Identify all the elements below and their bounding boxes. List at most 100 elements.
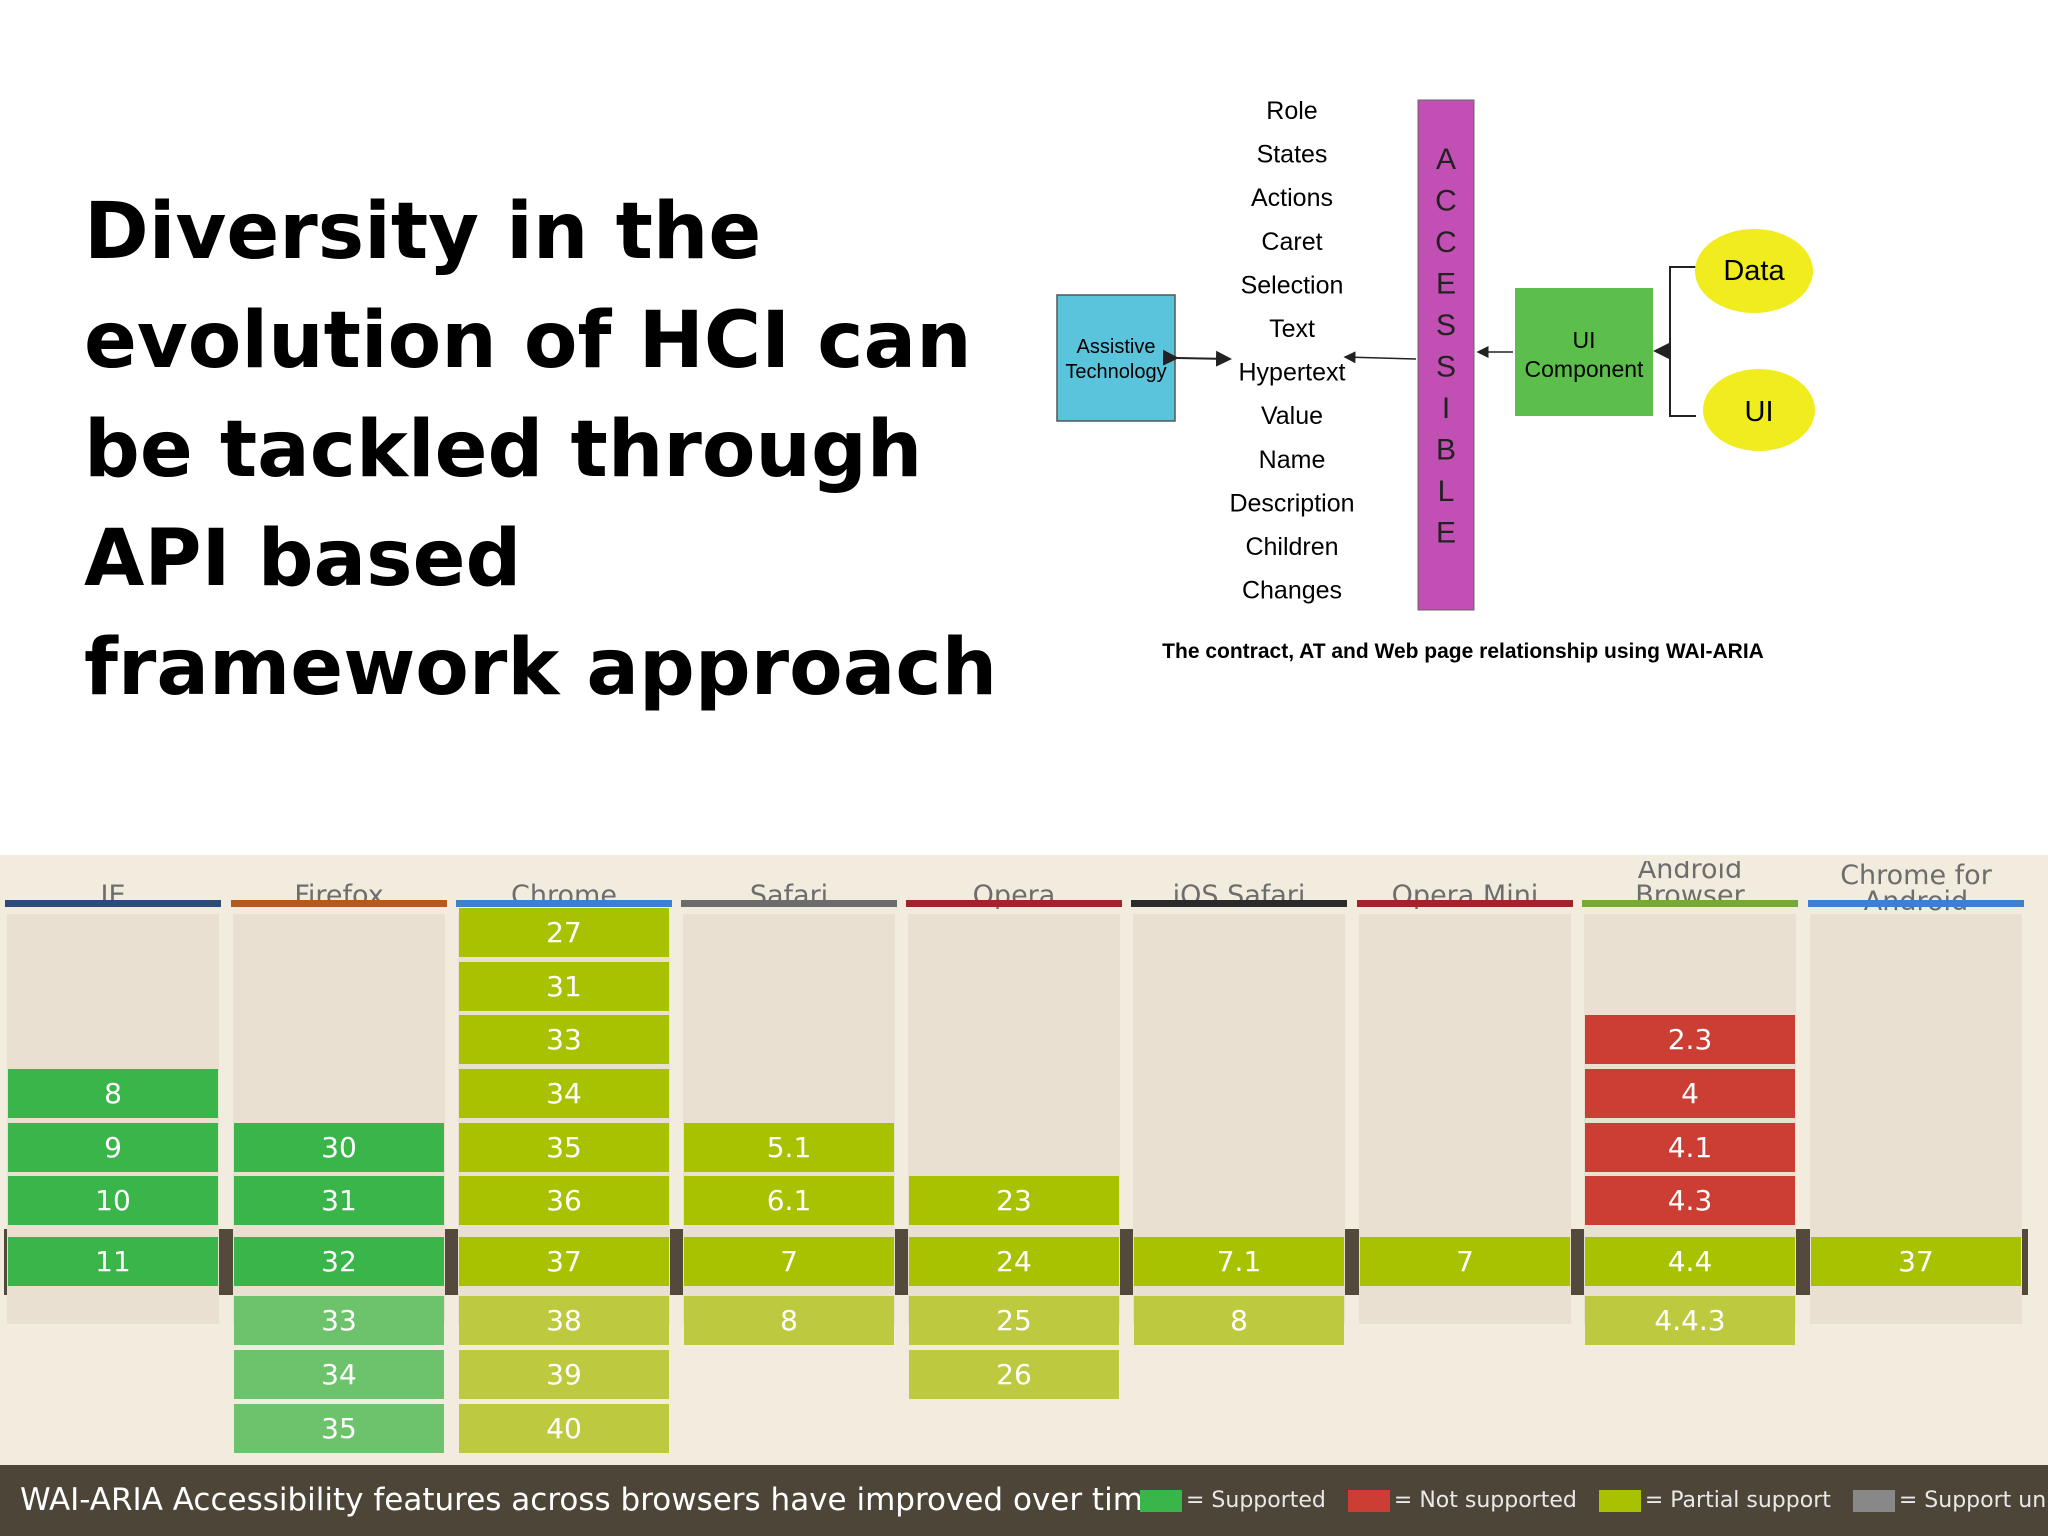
contract-items: Role States Actions Caret Selection Text Hyper… [1229,97,1354,605]
ui-component-label-line2: Component [1525,356,1645,382]
column-accent-bar [456,900,672,907]
version-cell: 33 [234,1296,444,1345]
data-ui-bracket [1669,266,1696,417]
version-cell: 4.3 [1585,1176,1795,1225]
accessible-bar [1417,99,1475,611]
current-version-cell: 7.1 [1134,1237,1344,1286]
accessible-letter: B [1436,434,1456,467]
column-accent-bar [5,900,221,907]
version-cell: 4 [1585,1069,1795,1118]
support-legend: = Supported = Not supported = Partial supp… [1140,1465,2048,1536]
version-cell: 23 [909,1176,1119,1225]
current-version-cell: 32 [234,1237,444,1286]
contract-item-hypertext: Hypertext [1239,359,1346,387]
version-cell: 31 [459,962,669,1011]
version-cell: 34 [234,1350,444,1399]
version-cell: 39 [459,1350,669,1399]
legend-item: = Partial support [1598,1488,1831,1513]
slide-headline: Diversity in the evolution of HCI can be… [84,187,998,713]
accessible-letter: L [1438,475,1455,508]
contract-item-children: Children [1245,533,1338,561]
current-version-cell: 4.4 [1585,1237,1795,1286]
contract-item-selection: Selection [1241,271,1344,299]
diagram-caption: The contract, AT and Web page relationsh… [1162,640,1764,663]
version-cell: 35 [234,1404,444,1453]
column-accent-bar [1357,900,1573,907]
assistive-technology-box [1056,294,1176,422]
contract-item-caret: Caret [1261,228,1322,256]
version-cell: 9 [8,1123,218,1172]
legend-label: = Supported [1186,1488,1326,1513]
version-cell: 31 [234,1176,444,1225]
column-accent-bar [231,900,447,907]
ui-label: UI [1745,396,1774,428]
version-cell: 25 [909,1296,1119,1345]
footer-bar: WAI-ARIA Accessibility features across b… [0,1465,2048,1536]
version-cell: 35 [459,1123,669,1172]
assistive-technology-label-line2: Technology [1065,361,1166,383]
ui-component-label-line1: UI [1573,327,1596,353]
version-cell: 10 [8,1176,218,1225]
accessible-letter: I [1442,392,1450,425]
version-cell: 30 [234,1123,444,1172]
version-cell: 6.1 [684,1176,894,1225]
wai-aria-diagram: Role States Actions Caret Selection Text Hyper… [1056,97,1815,663]
contract-item-description: Description [1229,489,1354,517]
legend-label: = Partial support [1644,1488,1831,1513]
version-cell: 40 [459,1404,669,1453]
accessible-letter: A [1436,143,1456,176]
column-accent-bar [1808,900,2024,907]
version-cell: 8 [1134,1296,1344,1345]
contract-item-changes: Changes [1242,577,1342,605]
data-ellipse [1695,229,1813,313]
current-version-cell: 11 [8,1237,218,1286]
column-accent-bar [681,900,897,907]
contract-item-actions: Actions [1251,184,1333,212]
accessible-letter: S [1436,309,1456,342]
footer-caption: WAI-ARIA Accessibility features across b… [20,1482,1172,1518]
version-cell: 36 [459,1176,669,1225]
current-version-cell: 7 [1360,1237,1570,1286]
legend-label: = Not supported [1393,1488,1577,1513]
contract-item-text: Text [1269,315,1315,343]
version-cell: 34 [459,1069,669,1118]
version-cell: 4.1 [1585,1123,1795,1172]
version-cell: 4.4.3 [1585,1296,1795,1345]
ui-ellipse [1703,369,1815,451]
accessible-letter: S [1436,351,1456,384]
column-accent-bar [1131,900,1347,907]
legend-swatch [1347,1489,1390,1512]
contract-item-states: States [1257,141,1328,169]
current-version-cell: 37 [1811,1237,2021,1286]
current-version-cell: 7 [684,1237,894,1286]
contract-item-value: Value [1261,402,1323,430]
legend-item: = Supported [1140,1488,1326,1513]
version-cell: 26 [909,1350,1119,1399]
assistive-technology-label-line1: Assistive [1077,336,1156,358]
version-cell: 5.1 [684,1123,894,1172]
browser-support-table: IE 8 9 10 11 Firefox 30 31 32 33 34 35 Chrome 27 31 33 3… [0,855,2048,1465]
contract-item-role: Role [1266,97,1317,125]
legend-swatch [1852,1489,1895,1512]
current-version-cell: 37 [459,1237,669,1286]
accessible-letter: E [1436,517,1456,550]
legend-swatch [1598,1489,1641,1512]
accessible-letter: C [1435,226,1457,259]
current-version-cell: 24 [909,1237,1119,1286]
accessible-letter: C [1435,185,1457,218]
column-accent-bar [906,900,1122,907]
version-cell: 8 [684,1296,894,1345]
version-cell: 27 [459,908,669,957]
legend-item: = Not supported [1347,1488,1577,1513]
column-accent-bar [1582,900,1798,907]
version-cell: 38 [459,1296,669,1345]
contract-item-name: Name [1259,446,1326,474]
at-hypertext-arrow [1162,349,1232,367]
accessible-letter: E [1436,268,1456,301]
legend-label: = Support unknown [1898,1488,2048,1513]
legend-swatch [1140,1489,1182,1512]
ui-component-box [1515,288,1653,416]
version-cell: 33 [459,1015,669,1064]
legend-item: = Support unknown [1852,1488,2048,1513]
version-cell: 2.3 [1585,1015,1795,1064]
